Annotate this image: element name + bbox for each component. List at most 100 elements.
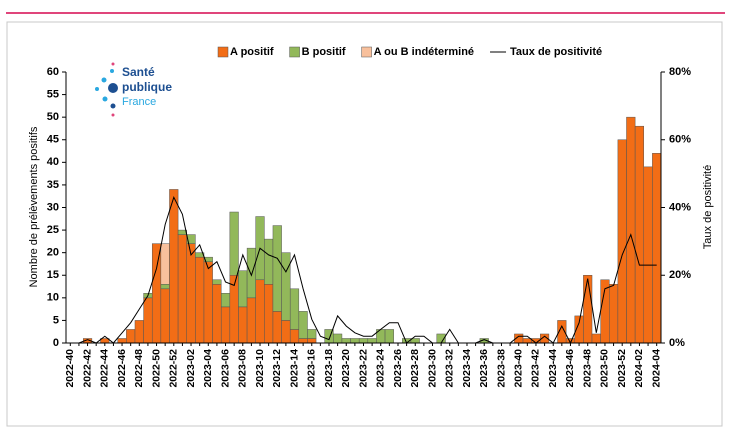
bar bbox=[634, 125, 645, 344]
bar bbox=[246, 247, 256, 299]
y2-tick-label: 40% bbox=[669, 201, 691, 213]
y2-tick-label: 60% bbox=[669, 134, 691, 146]
bar bbox=[238, 306, 248, 344]
bar bbox=[143, 297, 153, 344]
y-tick-label: 55 bbox=[47, 88, 59, 100]
x-tick-label: 2023-40 bbox=[512, 349, 524, 388]
legend-swatch bbox=[361, 46, 372, 58]
bar bbox=[220, 306, 231, 344]
y2-axis-label: Taux de positivité bbox=[702, 165, 714, 249]
bar bbox=[160, 243, 170, 285]
y2-tick-label: 0% bbox=[669, 337, 685, 349]
legend-item: A positif bbox=[217, 46, 274, 58]
legend-swatch bbox=[289, 46, 300, 58]
bar bbox=[281, 320, 291, 344]
bar bbox=[298, 338, 308, 344]
bar bbox=[169, 189, 179, 344]
bar bbox=[203, 256, 213, 262]
bar bbox=[643, 166, 653, 344]
y-tick-label: 60 bbox=[47, 66, 59, 78]
bar bbox=[264, 284, 274, 344]
x-tick-label: 2023-14 bbox=[288, 349, 300, 388]
logo-text: publique bbox=[122, 80, 172, 94]
bar bbox=[177, 234, 187, 344]
legend-label: A ou B indéterminé bbox=[374, 46, 474, 58]
bar bbox=[583, 275, 593, 344]
x-tick-label: 2023-46 bbox=[564, 349, 576, 388]
bar bbox=[238, 270, 248, 308]
bar bbox=[384, 329, 394, 344]
x-tick-label: 2022-44 bbox=[99, 349, 111, 388]
bar bbox=[151, 243, 162, 344]
x-tick-label: 2023-06 bbox=[219, 349, 231, 388]
x-tick-label: 2023-20 bbox=[340, 349, 352, 388]
bar bbox=[186, 234, 196, 244]
x-tick-label: 2023-38 bbox=[495, 349, 507, 388]
bar bbox=[617, 139, 627, 344]
bar bbox=[333, 333, 343, 344]
bar bbox=[212, 279, 222, 285]
bar bbox=[195, 252, 205, 258]
y-tick-label: 50 bbox=[47, 111, 59, 123]
x-tick-label: 2023-22 bbox=[357, 349, 369, 388]
y-tick-label: 10 bbox=[47, 292, 59, 304]
bar bbox=[195, 256, 205, 344]
x-tick-label: 2023-28 bbox=[409, 349, 421, 388]
bar bbox=[350, 338, 360, 344]
y-tick-label: 0 bbox=[53, 337, 59, 349]
y2-tick-label: 80% bbox=[669, 66, 691, 78]
logo-text: Santé bbox=[122, 65, 155, 79]
bar bbox=[609, 284, 619, 344]
x-tick-label: 2023-52 bbox=[616, 349, 628, 388]
x-tick-label: 2023-08 bbox=[237, 349, 249, 388]
bar bbox=[652, 153, 662, 344]
y2-tick-label: 20% bbox=[669, 269, 691, 281]
bar bbox=[272, 311, 282, 344]
x-tick-label: 2022-50 bbox=[150, 349, 162, 388]
y-tick-label: 35 bbox=[47, 179, 59, 191]
legend-label: Taux de positivité bbox=[510, 46, 602, 58]
line bbox=[70, 195, 657, 345]
x-tick-label: 2023-26 bbox=[392, 349, 404, 388]
x-tick-label: 2022-48 bbox=[133, 349, 145, 388]
x-tick-label: 2023-24 bbox=[375, 349, 387, 388]
legend-label: A positif bbox=[230, 46, 274, 58]
bar bbox=[229, 211, 239, 276]
bar bbox=[220, 293, 231, 308]
bar bbox=[186, 243, 196, 344]
y-tick-label: 20 bbox=[47, 247, 59, 259]
y-axis-label: Nombre de prélèvements positifs bbox=[28, 126, 40, 287]
legend-label: B positif bbox=[302, 46, 346, 58]
bar bbox=[117, 338, 127, 344]
y-tick-label: 40 bbox=[47, 156, 59, 168]
bar bbox=[134, 320, 144, 344]
x-tick-label: 2023-16 bbox=[306, 349, 318, 388]
bar bbox=[307, 338, 317, 344]
bar bbox=[341, 338, 351, 344]
legend-item: Taux de positivité bbox=[490, 46, 602, 58]
x-tick-label: 2023-50 bbox=[599, 349, 611, 388]
frame bbox=[6, 21, 723, 427]
y-tick-label: 5 bbox=[53, 314, 59, 326]
y-tick-label: 45 bbox=[47, 134, 59, 146]
bar bbox=[126, 329, 136, 344]
bar bbox=[591, 333, 601, 344]
x-tick-label: 2023-10 bbox=[254, 349, 266, 388]
x-tick-label: 2023-44 bbox=[547, 349, 559, 388]
x-tick-label: 2023-32 bbox=[444, 349, 456, 388]
x-tick-label: 2023-18 bbox=[323, 349, 335, 388]
y-tick-label: 25 bbox=[47, 224, 59, 236]
legend-swatch bbox=[217, 46, 229, 58]
x-tick-label: 2022-40 bbox=[64, 349, 76, 388]
bar bbox=[307, 329, 317, 339]
legend-item: A ou B indéterminé bbox=[361, 46, 474, 58]
x-tick-label: 2023-34 bbox=[461, 349, 473, 388]
logo: Santé publique France bbox=[95, 62, 172, 117]
bar bbox=[160, 288, 170, 344]
bar bbox=[272, 225, 282, 312]
logo-text: France bbox=[122, 96, 156, 108]
x-tick-label: 2024-04 bbox=[650, 349, 662, 388]
x-tick-label: 2023-42 bbox=[530, 349, 542, 388]
bar bbox=[160, 284, 170, 290]
x-tick-label: 2023-02 bbox=[185, 349, 197, 388]
